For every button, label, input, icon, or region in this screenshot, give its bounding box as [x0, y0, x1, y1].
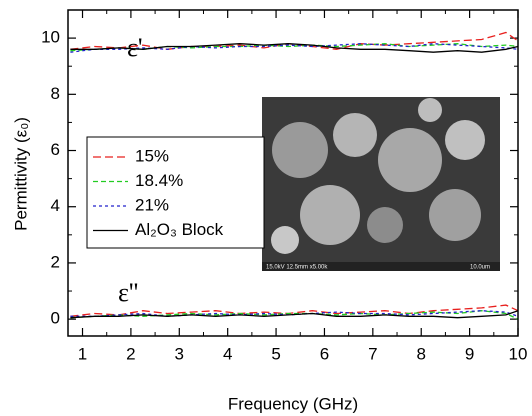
legend-box: [86, 136, 265, 249]
annotation-imag: ε'': [118, 278, 138, 307]
series-line: [70, 310, 519, 319]
legend-label: 21%: [135, 195, 169, 214]
y-tick-label: 0: [51, 309, 60, 328]
legend-label: Al₂O₃ Block: [135, 220, 224, 239]
x-tick-label: 2: [126, 344, 135, 363]
legend-label: 18.4%: [135, 171, 183, 190]
plot-frame: [67, 9, 519, 337]
x-tick-label: 10: [509, 344, 528, 363]
inset-caption: 15.0kV 12.5mm x5.00k: [266, 265, 328, 271]
series-line: [70, 310, 519, 320]
legend-label: 15%: [135, 146, 169, 165]
x-axis-label: Frequency (GHz): [228, 394, 358, 413]
series-line: [70, 43, 519, 53]
x-tick-label: 9: [465, 344, 474, 363]
series-line: [70, 304, 519, 317]
series-line: [70, 43, 519, 53]
inset-image: 15.0kV 12.5mm x5.00k 10.0um: [262, 97, 500, 271]
inset-scale: 10.0um: [470, 265, 490, 271]
series-line: [70, 31, 519, 50]
x-tick-label: 6: [320, 344, 329, 363]
x-tick-label: 5: [271, 344, 280, 363]
x-tick-label: 3: [175, 344, 184, 363]
y-tick-label: 10: [41, 28, 60, 47]
y-tick-label: 2: [51, 252, 60, 271]
y-axis-label: Permittivity (ε₀): [11, 117, 30, 231]
x-tick-label: 4: [223, 344, 232, 363]
annotation-real: ε': [127, 33, 143, 62]
x-tick-label: 1: [78, 344, 87, 363]
x-tick-label: 8: [416, 344, 425, 363]
x-tick-label: 7: [368, 344, 377, 363]
y-tick-label: 8: [51, 84, 60, 103]
y-tick-label: 4: [51, 196, 60, 215]
y-tick-label: 6: [51, 140, 60, 159]
